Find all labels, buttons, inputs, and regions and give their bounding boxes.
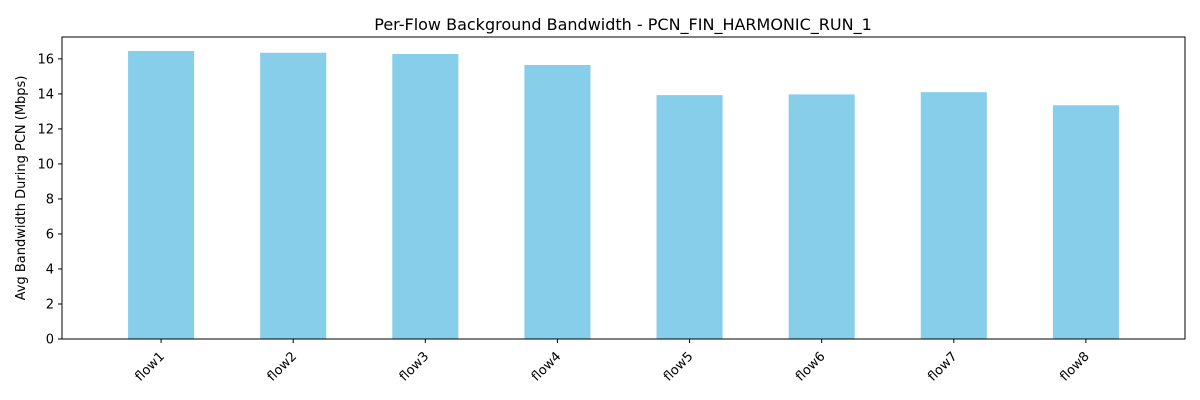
x-tick-label-flow3: flow3 [397,349,432,384]
bar-flow5 [656,95,723,340]
y-tick-label: 12 [37,122,54,137]
y-tick-label: 4 [46,262,54,277]
plot-frame [61,36,1186,340]
bar-flow1 [128,51,195,339]
y-tick-label: 14 [37,87,54,102]
x-tick-label-flow4: flow4 [529,349,564,384]
bar-flow8 [1052,105,1119,339]
bar-flow3 [392,53,459,339]
bar-flow7 [920,92,987,340]
x-tick-label-flow2: flow2 [265,349,300,384]
y-axis-ticks: 0 2 4 6 8 10 12 14 16 [37,52,62,348]
y-tick-label: 8 [46,192,54,207]
bar-flow2 [260,52,327,339]
chart-title: Per-Flow Background Bandwidth - PCN_FIN_… [374,15,872,35]
y-tick-label: 10 [37,157,54,172]
x-tick-label-flow1: flow1 [133,349,168,384]
y-axis-label: Avg Bandwidth During PCN (Mbps) [14,76,29,301]
x-tick-label-flow7: flow7 [925,349,960,384]
y-tick-label: 6 [46,227,54,242]
x-tick-label-flow5: flow5 [661,349,696,384]
y-tick-label: 0 [46,333,54,348]
y-tick-label: 16 [37,52,54,67]
bars-group [128,51,1119,340]
x-tick-label-flow6: flow6 [793,349,828,384]
x-axis-ticks: flow1 flow2 flow3 flow4 flow5 flow6 flow7 flow8 [133,339,1093,385]
x-tick-label-flow8: flow8 [1057,349,1092,384]
y-tick-label: 2 [46,297,54,312]
bar-flow6 [788,94,855,339]
bar-flow4 [524,65,591,339]
